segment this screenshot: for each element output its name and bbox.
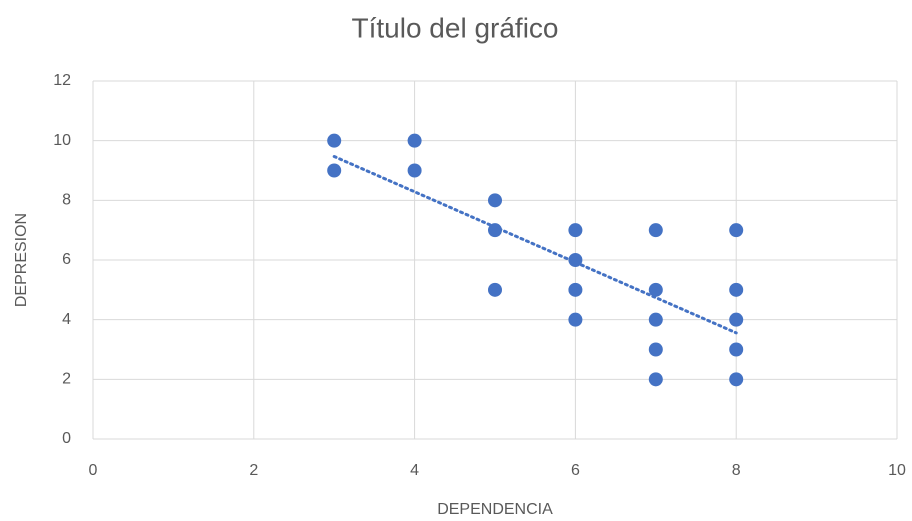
y-axis-label: DEPRESION xyxy=(13,213,30,307)
x-tick-label: 10 xyxy=(888,462,906,479)
point xyxy=(568,282,583,297)
x-tick-label: 6 xyxy=(571,462,580,479)
trendline xyxy=(332,155,738,335)
point xyxy=(568,312,583,327)
x-axis-label: DEPENDENCIA xyxy=(437,501,553,518)
y-tick-label: 0 xyxy=(62,430,71,447)
point xyxy=(488,282,502,297)
y-tick-label: 12 xyxy=(53,72,71,89)
point xyxy=(488,223,502,238)
x-tick-label: 0 xyxy=(89,462,98,479)
point xyxy=(729,372,744,387)
x-tick-label: 8 xyxy=(732,462,741,479)
y-tick-label: 4 xyxy=(62,311,71,328)
point xyxy=(648,312,663,327)
point xyxy=(488,193,502,208)
y-tick-label: 8 xyxy=(62,192,71,209)
point xyxy=(568,223,583,238)
point xyxy=(648,282,663,297)
y-tick-label: 2 xyxy=(62,371,71,388)
point xyxy=(648,372,663,387)
point xyxy=(407,133,422,148)
chart-title: Título del gráfico xyxy=(352,12,559,43)
point xyxy=(648,223,663,238)
point xyxy=(729,342,744,357)
x-tick-label: 2 xyxy=(249,462,258,479)
x-tick-label: 4 xyxy=(410,462,419,479)
point xyxy=(327,163,342,178)
point xyxy=(729,312,744,327)
point xyxy=(729,223,744,238)
point xyxy=(729,282,744,297)
y-tick-label: 10 xyxy=(53,132,71,149)
point xyxy=(648,342,663,357)
y-tick-label: 6 xyxy=(62,251,71,268)
point xyxy=(327,133,342,148)
point xyxy=(407,163,422,178)
